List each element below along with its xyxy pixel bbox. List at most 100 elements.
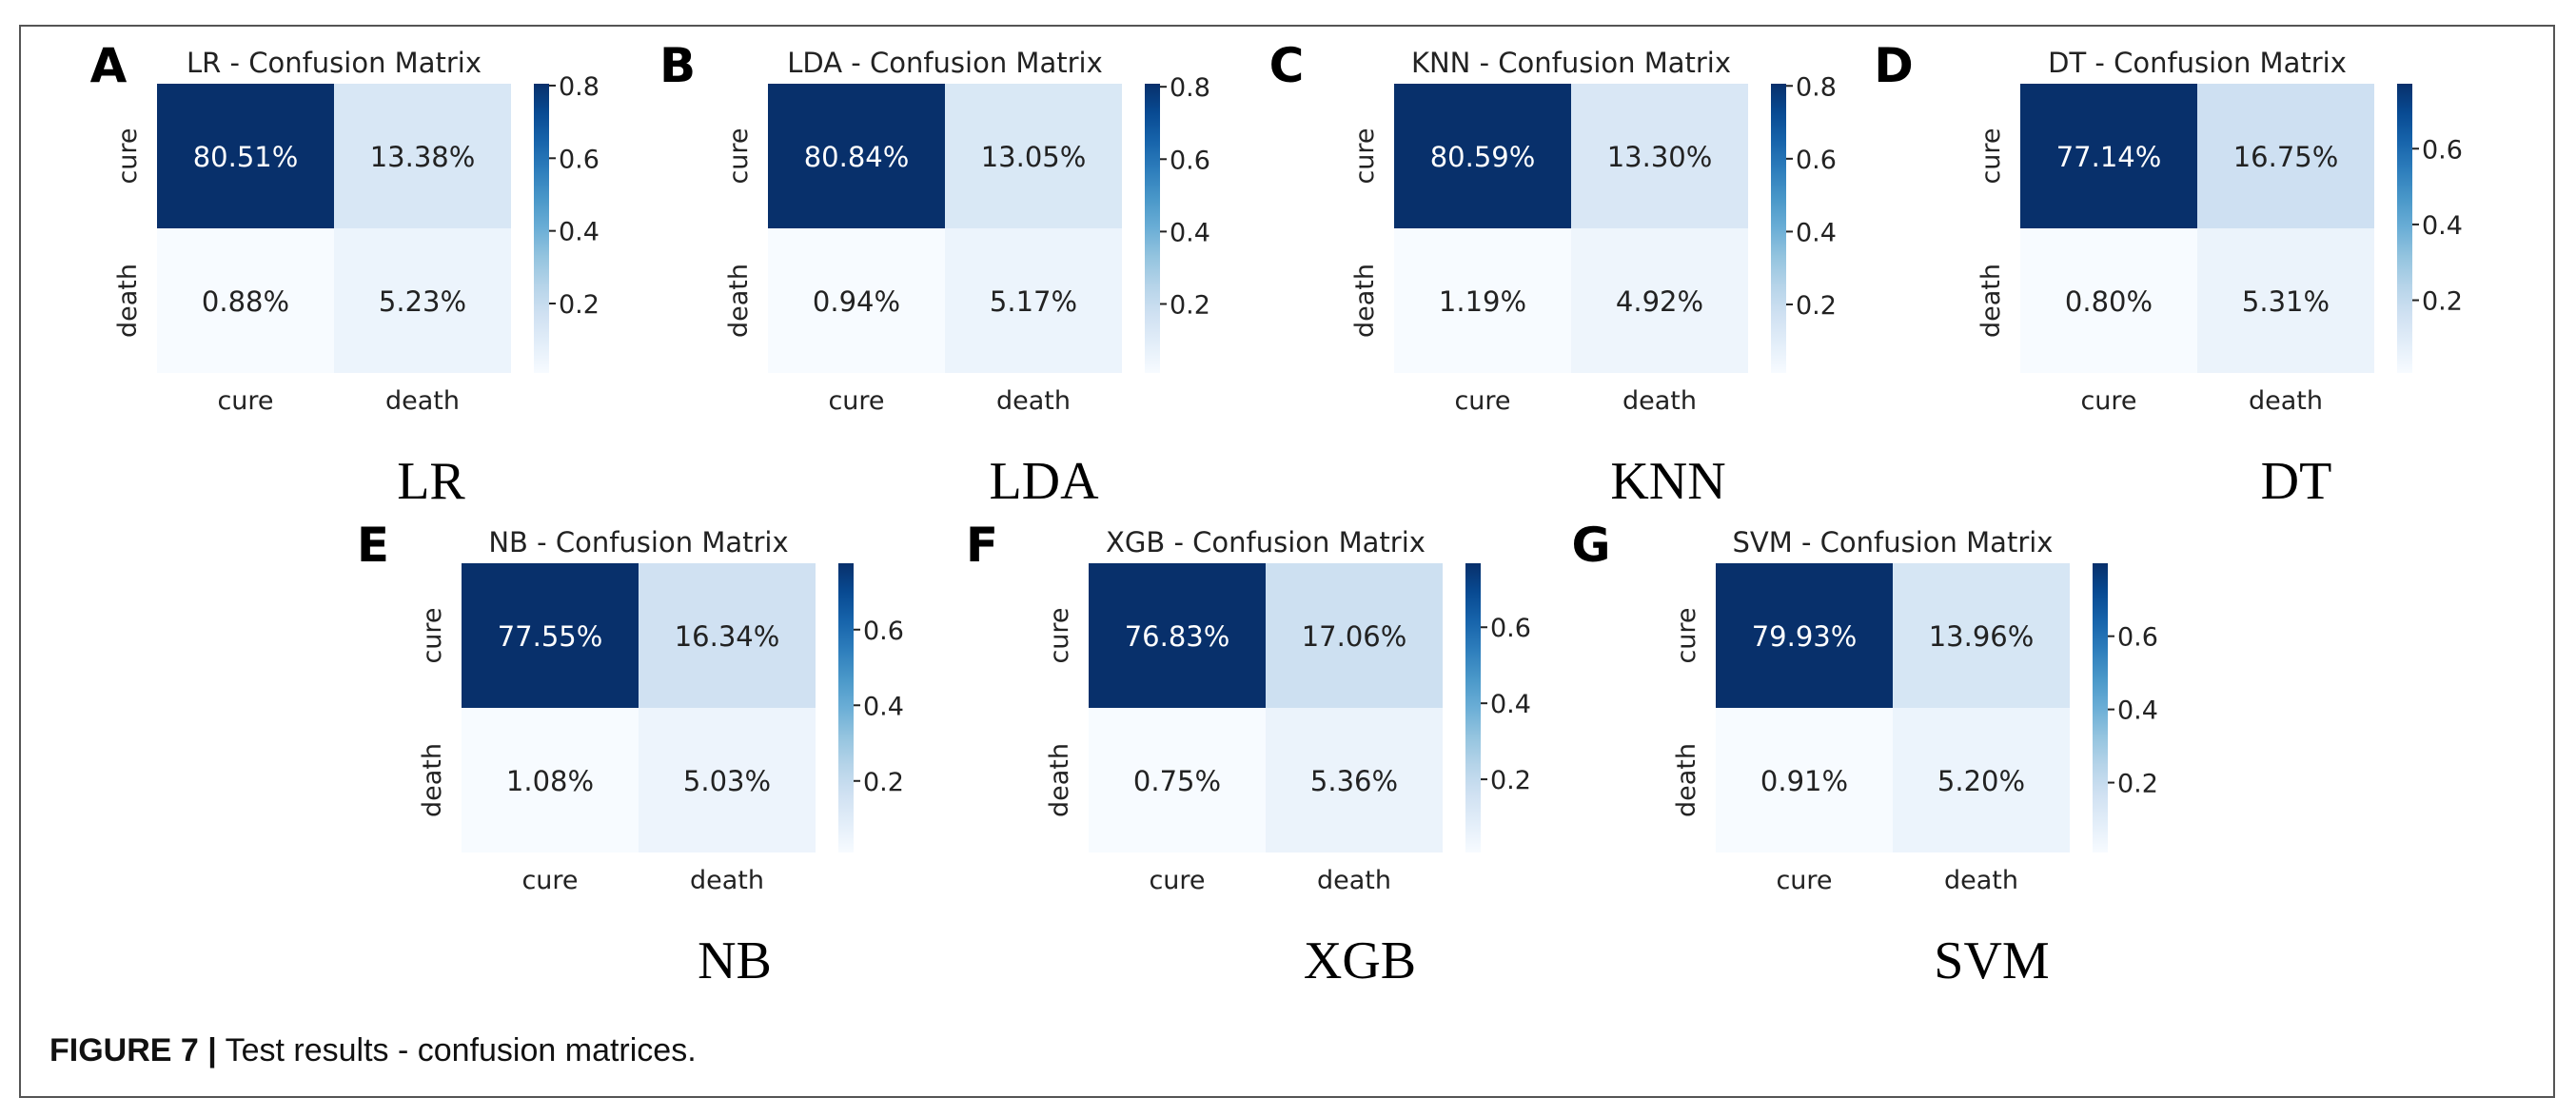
row-tick-label: death xyxy=(724,264,754,338)
cell-label: 5.31% xyxy=(2242,285,2330,318)
cell-label: 17.06% xyxy=(1302,620,1407,653)
row-tick-label: cure xyxy=(1350,127,1380,184)
cell-label: 5.23% xyxy=(379,285,466,318)
caption-label: FIGURE 7 | xyxy=(49,1032,217,1068)
colorbar xyxy=(1771,84,1786,373)
row-tick-label: death xyxy=(1045,743,1074,817)
colorbar-tick-label: 0.8 xyxy=(559,72,600,102)
row-tick-label: cure xyxy=(113,127,143,184)
col-tick-label: cure xyxy=(1776,866,1832,895)
heatmap-cell xyxy=(2197,84,2374,228)
panel-c: C KNN - Confusion Matrix 80.59% 13.30% 1.19%… xyxy=(1269,38,1837,511)
colorbar xyxy=(2397,84,2412,373)
cell-label: 13.96% xyxy=(1929,620,2035,653)
cell-label: 0.91% xyxy=(1760,765,1848,797)
panel-letter: D xyxy=(1874,38,1914,93)
heatmap-cell xyxy=(1089,708,1266,852)
heatmap-cell xyxy=(334,84,511,228)
heatmap-title: DT - Confusion Matrix xyxy=(2048,47,2347,79)
cell-label: 16.75% xyxy=(2233,141,2339,173)
colorbar-tick-label: 0.2 xyxy=(1170,290,1210,320)
col-tick-label: death xyxy=(1317,866,1391,895)
panel-letter: G xyxy=(1571,518,1610,573)
heatmap-title: KNN - Confusion Matrix xyxy=(1411,47,1731,79)
cell-label: 16.34% xyxy=(675,620,780,653)
col-tick-label: cure xyxy=(828,386,884,416)
model-label: SVM xyxy=(1934,931,2049,990)
cell-label: 0.94% xyxy=(813,285,900,318)
row-tick-label: death xyxy=(418,743,447,817)
cell-label: 1.08% xyxy=(506,765,594,797)
panel-letter: F xyxy=(966,518,998,573)
heatmap-cell xyxy=(1893,708,2070,852)
colorbar xyxy=(1465,563,1481,852)
row-tick-label: death xyxy=(113,264,143,338)
row-tick-label: death xyxy=(1350,264,1380,338)
row-tick-label: cure xyxy=(1672,607,1701,663)
cell-label: 77.55% xyxy=(498,620,603,653)
colorbar-tick-label: 0.2 xyxy=(559,290,600,320)
cell-label: 5.17% xyxy=(990,285,1077,318)
model-label: DT xyxy=(2261,452,2332,511)
cell-label: 5.36% xyxy=(1310,765,1398,797)
row-tick-label: cure xyxy=(1976,127,2006,184)
col-tick-label: death xyxy=(1622,386,1697,416)
cell-label: 13.05% xyxy=(981,141,1087,173)
colorbar-tick-label: 0.2 xyxy=(2422,287,2463,317)
cell-label: 76.83% xyxy=(1125,620,1230,653)
cell-label: 13.30% xyxy=(1607,141,1713,173)
model-label: LR xyxy=(397,452,465,511)
heatmap-cell xyxy=(1893,563,2070,708)
colorbar-tick-label: 0.2 xyxy=(2117,770,2158,799)
model-label: LDA xyxy=(989,452,1099,511)
panel-g: G SVM - Confusion Matrix 79.93% 13.96% 0.91%… xyxy=(1571,518,2157,990)
cell-label: 0.88% xyxy=(202,285,289,318)
heatmap-title: LDA - Confusion Matrix xyxy=(787,47,1103,79)
heatmap-cell xyxy=(1394,228,1571,373)
heatmap-cell xyxy=(1571,228,1748,373)
cell-label: 1.19% xyxy=(1439,285,1526,318)
heatmap-cell xyxy=(462,708,639,852)
colorbar-tick-label: 0.6 xyxy=(2422,135,2463,165)
heatmap-cell xyxy=(1266,708,1443,852)
colorbar-tick-label: 0.6 xyxy=(1490,614,1531,643)
heatmap-cell xyxy=(2020,228,2197,373)
heatmap-cell xyxy=(1394,84,1571,228)
panel-a: A LR - Confusion Matrix 80.51% 13.38% 0.88% 5… xyxy=(90,38,600,511)
panel-e: E NB - Confusion Matrix 77.55% 16.34% 1.08% 5… xyxy=(357,518,904,990)
panel-letter: E xyxy=(357,518,389,573)
model-label: KNN xyxy=(1610,452,1725,511)
panel-d: D DT - Confusion Matrix 77.14% 16.75% 0.80% 5… xyxy=(1874,38,2463,511)
col-tick-label: death xyxy=(385,386,460,416)
panel-letter: B xyxy=(659,38,696,93)
col-tick-label: cure xyxy=(2080,386,2136,416)
colorbar xyxy=(1145,84,1160,373)
col-tick-label: cure xyxy=(1454,386,1510,416)
panel-f: F XGB - Confusion Matrix 76.83% 17.06% 0.75%… xyxy=(966,518,1531,990)
row-tick-label: cure xyxy=(724,127,754,184)
col-tick-label: death xyxy=(1944,866,2018,895)
panel-letter: A xyxy=(90,38,128,93)
heatmap-cell xyxy=(945,84,1122,228)
cell-label: 4.92% xyxy=(1616,285,1703,318)
cell-label: 79.93% xyxy=(1752,620,1858,653)
figure-caption: FIGURE 7 | Test results - confusion matr… xyxy=(49,1032,697,1069)
heatmap-title: XGB - Confusion Matrix xyxy=(1106,526,1426,558)
colorbar-tick-label: 0.4 xyxy=(559,218,600,247)
col-tick-label: cure xyxy=(217,386,273,416)
colorbar-tick-label: 0.6 xyxy=(863,617,904,646)
cell-label: 80.59% xyxy=(1430,141,1536,173)
cell-label: 5.03% xyxy=(683,765,771,797)
heatmap-cell xyxy=(1716,563,1893,708)
colorbar xyxy=(534,84,549,373)
cell-label: 13.38% xyxy=(370,141,476,173)
heatmap-cell xyxy=(1716,708,1893,852)
colorbar-tick-label: 0.4 xyxy=(1796,218,1837,247)
row-tick-label: death xyxy=(1672,743,1701,817)
colorbar xyxy=(2093,563,2108,852)
cell-label: 0.80% xyxy=(2065,285,2153,318)
heatmap-cell xyxy=(768,228,945,373)
panel-b: B LDA - Confusion Matrix 80.84% 13.05% 0.94%… xyxy=(659,38,1210,511)
model-label: XGB xyxy=(1304,931,1416,990)
